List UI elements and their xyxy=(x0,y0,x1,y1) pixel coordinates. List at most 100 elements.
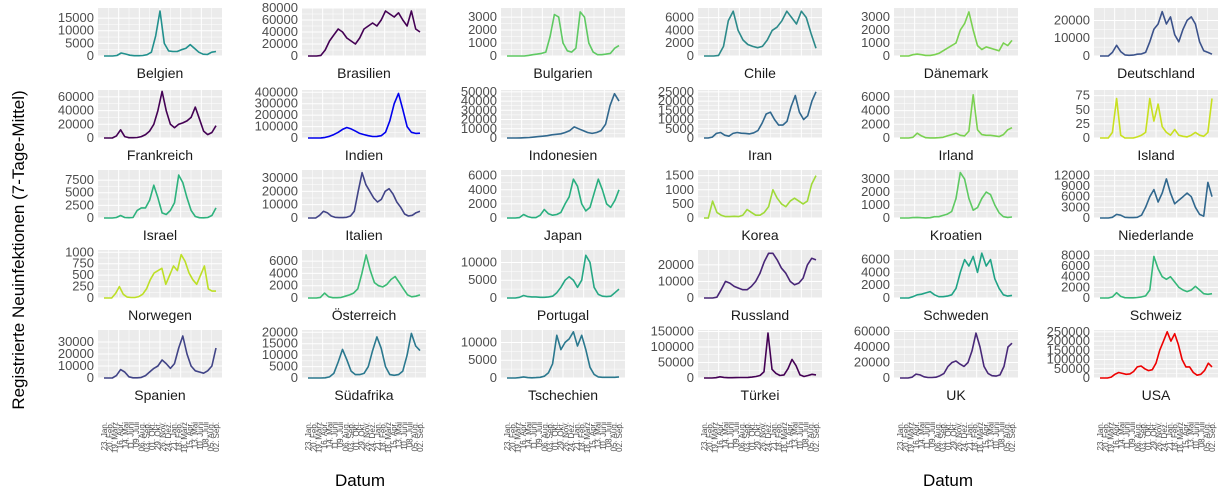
y-tick-label: 0 xyxy=(1083,370,1090,385)
y-tick-label: 40000 xyxy=(262,24,298,39)
x-tick-label: 08. Juli xyxy=(997,422,1006,448)
panel-tschechien: 0 5000 10000 Tschechien xyxy=(461,330,625,403)
y-tick-label: 0 xyxy=(1083,48,1090,63)
x-tick-label: 06. Aug. xyxy=(341,422,350,451)
y-tick-label: 10000 xyxy=(461,254,497,269)
x-tick-label: 10. Juni xyxy=(599,422,608,450)
x-tick-label: 15. Apr. xyxy=(981,422,990,449)
series-line-niederlande xyxy=(1100,178,1213,219)
x-tick-label: 19. März xyxy=(907,422,916,453)
x-tick-label: 18. März xyxy=(180,422,189,453)
y-tick-label: 25 xyxy=(1076,116,1090,131)
x-tick-label: 16. Apr. xyxy=(1112,422,1121,449)
y-tick-label: 5000 xyxy=(269,359,298,374)
y-tick-label: 1000 xyxy=(65,244,94,259)
y-tick-label: 30000 xyxy=(461,102,497,117)
x-tick-label: 21. Jan. xyxy=(965,422,974,450)
panel-title: Türkei xyxy=(741,387,780,403)
y-tick-label: 0 xyxy=(87,48,94,63)
x-tick-label: 29. Okt. xyxy=(949,422,958,450)
series-line-deutschland xyxy=(1100,10,1213,57)
series-line-usa xyxy=(1100,330,1213,379)
series-line-russland xyxy=(704,252,817,299)
x-tick-label: 24. Dez. xyxy=(960,422,969,452)
y-tick-label: 0 xyxy=(87,290,94,305)
series-line-spanien xyxy=(104,335,217,379)
x-tick-label: 08. Juli xyxy=(1197,422,1206,448)
y-tick-label: 20000 xyxy=(658,93,694,108)
y-tick-label: 60000 xyxy=(854,324,890,339)
series-line-kroatien xyxy=(900,171,1013,219)
x-tick-label: 14. Mai xyxy=(325,422,334,448)
x-tick-label: 05. Aug. xyxy=(1203,422,1212,451)
x-tick-label: 09. Juli xyxy=(928,422,937,448)
y-tick-label: 15000 xyxy=(658,102,694,117)
x-tick-label: 11. Juni xyxy=(530,422,539,450)
y-tick-label: 0 xyxy=(490,290,497,305)
series-line-italien xyxy=(308,171,421,219)
y-tick-label: 0 xyxy=(687,130,694,145)
y-tick-label: 0 xyxy=(1083,290,1090,305)
y-tick-label: 10000 xyxy=(461,121,497,136)
y-tick-label: 4000 xyxy=(861,103,890,118)
series-line-schweden xyxy=(900,252,1013,299)
y-tick-label: 150000 xyxy=(1047,342,1090,357)
x-tick-label: 05. Aug. xyxy=(411,422,420,451)
x-tick-label: 01. Okt. xyxy=(1144,422,1153,450)
x-tick-label: 05. Aug. xyxy=(1003,422,1012,451)
y-tick-label: 20000 xyxy=(658,257,694,272)
y-tick-label: 0 xyxy=(1083,130,1090,145)
y-tick-label: 6000 xyxy=(468,168,497,183)
y-tick-label: 4000 xyxy=(665,22,694,37)
x-tick-label: 13. Mai xyxy=(987,422,996,448)
x-tick-label: 29. Okt. xyxy=(753,422,762,450)
panel-title: Frankreich xyxy=(127,147,193,163)
x-tick-label: 11. Juni xyxy=(727,422,736,450)
panel-title: Schweiz xyxy=(1130,307,1182,323)
y-tick-label: 10000 xyxy=(262,347,298,362)
y-tick-label: 10000 xyxy=(658,273,694,288)
x-tick-label: 03. Sep. xyxy=(347,422,356,452)
panel-title: Schweden xyxy=(923,307,988,323)
x-tick-label: 08. Juli xyxy=(201,422,210,448)
y-tick-label: 20000 xyxy=(1054,12,1090,27)
x-tick-label: 23. Jan. xyxy=(100,422,109,450)
panel-title: Chile xyxy=(744,65,776,81)
x-tick-label: 02. Sep. xyxy=(1008,422,1017,452)
panel-title: Island xyxy=(1137,147,1174,163)
x-tick-label: 08. Juli xyxy=(604,422,613,448)
x-tick-label: 03. Sep. xyxy=(1139,422,1148,452)
x-tick-label: 18. Feb. xyxy=(175,422,184,451)
x-tick-label: 09. Juli xyxy=(1128,422,1137,448)
series-line-norwegen xyxy=(104,253,216,299)
y-tick-label: 25000 xyxy=(658,84,694,99)
y-tick-label: 0 xyxy=(291,210,298,225)
x-tick-label: 19. März xyxy=(111,422,120,453)
series-line-brasilien xyxy=(308,10,421,57)
x-tick-label: 09. Juli xyxy=(132,422,141,448)
y-tick-label: 20000 xyxy=(262,324,298,339)
panel-title: Portugal xyxy=(537,307,589,323)
x-tick-label: 16. Apr. xyxy=(716,422,725,449)
y-tick-label: 20000 xyxy=(262,183,298,198)
x-tick-label: 18. März xyxy=(1176,422,1185,453)
x-tick-label: 01. Okt. xyxy=(352,422,361,450)
x-tick-label: 11. Juni xyxy=(923,422,932,450)
panel-title: UK xyxy=(946,387,966,403)
x-tick-label: 19. März xyxy=(315,422,324,453)
x-tick-label: 03. Sep. xyxy=(546,422,555,452)
x-tick-label: 16. Apr. xyxy=(320,422,329,449)
y-tick-label: 10000 xyxy=(461,334,497,349)
y-tick-label: 200000 xyxy=(255,107,298,122)
y-tick-label: 10000 xyxy=(658,112,694,127)
y-tick-label: 20000 xyxy=(262,36,298,51)
y-tick-label: 0 xyxy=(490,370,497,385)
panel-title: Korea xyxy=(741,227,779,243)
x-tick-label: 21. Jan. xyxy=(169,422,178,450)
